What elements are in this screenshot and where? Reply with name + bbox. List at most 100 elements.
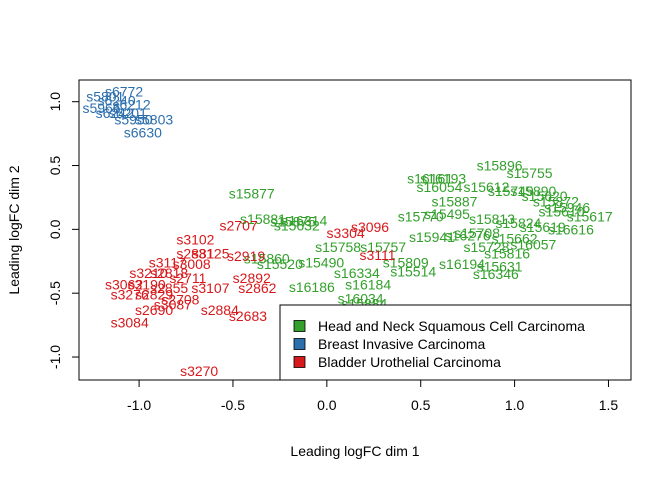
- data-point-label: s5966: [82, 100, 120, 116]
- data-point-label: s3102: [176, 232, 214, 248]
- data-point-label: s3111: [359, 247, 395, 263]
- series-1: s15877s15881s15875s16314s15632s15860s155…: [229, 158, 613, 312]
- data-point-label: s3190: [128, 276, 166, 292]
- data-point-label: s3107: [191, 280, 229, 296]
- data-point-label: s16034: [338, 290, 384, 306]
- y-axis: -1.0 -0.5 0.0 0.5 1.0: [47, 92, 80, 369]
- data-point-label: s3276: [111, 286, 149, 302]
- data-point-label: s15514: [390, 263, 436, 279]
- data-point-label: s16334: [334, 265, 380, 281]
- x-tick-label: 0.0: [317, 397, 337, 413]
- y-tick-label: -1.0: [47, 345, 63, 369]
- x-tick-label: 0.5: [411, 397, 431, 413]
- data-point-label: s2862: [238, 280, 276, 296]
- data-point-label: s3084: [111, 315, 149, 331]
- data-point-label: s15887: [432, 193, 478, 209]
- data-point-label: s6772: [105, 83, 143, 99]
- x-tick-label: 1.0: [505, 397, 525, 413]
- legend-box: [279, 304, 632, 381]
- data-point-label: s16346: [473, 266, 519, 282]
- data-point-label: s15860: [244, 251, 290, 267]
- legend-swatch: [293, 338, 306, 350]
- data-point-label: s3210: [129, 265, 167, 281]
- data-point-label: s15755: [507, 165, 553, 181]
- data-point-label: s15881: [240, 211, 286, 227]
- data-point-label: s15662: [492, 230, 538, 246]
- data-point-label: s16186: [289, 279, 335, 295]
- data-point-label: s6201: [109, 105, 147, 121]
- data-point-label: s15632: [274, 218, 320, 234]
- legend-swatch: [293, 356, 306, 368]
- data-point-label: s15824: [495, 215, 541, 231]
- legend-label: Head and Neck Squamous Cell Carcinoma: [318, 318, 585, 334]
- data-point-label: s16161: [407, 170, 453, 186]
- data-point-label: s15612: [463, 179, 509, 195]
- data-point-label: s3008: [173, 256, 211, 272]
- data-point-label: s15809: [383, 255, 429, 271]
- legend-label: Breast Invasive Carcinoma: [318, 336, 486, 352]
- data-point-label: s15728: [463, 239, 509, 255]
- x-tick-label: 1.5: [599, 397, 619, 413]
- x-axis-label: Leading logFC dim 1: [290, 443, 419, 459]
- data-point-label: s2892: [233, 270, 271, 286]
- x-tick-label: -1.0: [127, 397, 151, 413]
- data-point-label: s15749: [488, 183, 534, 199]
- data-point-label: s3125: [191, 246, 229, 262]
- data-point-label: s15758: [315, 239, 361, 255]
- data-point-label: s16193: [420, 170, 466, 186]
- data-point-label: s15610: [539, 203, 585, 219]
- data-point-label: s3270: [180, 363, 218, 379]
- data-point-label: s3096: [351, 219, 389, 235]
- data-point-label: s15770: [398, 209, 444, 225]
- x-axis: -1.0 -0.5 0.0 0.5 1.0 1.5: [127, 379, 619, 413]
- y-axis-label: Leading logFC dim 2: [6, 165, 22, 294]
- data-point-label: s2707: [220, 218, 258, 234]
- data-point-label: s3062: [105, 276, 143, 292]
- data-point-label: s2818: [150, 265, 188, 281]
- data-point-label: s15490: [298, 255, 344, 271]
- data-point-label: s15520: [257, 256, 303, 272]
- data-point-label: s3304: [327, 225, 365, 241]
- y-tick-label: 0.5: [47, 156, 63, 176]
- data-point-label: s2881: [176, 246, 214, 262]
- data-point-label: s6630: [124, 124, 162, 140]
- data-point-label: s16184: [345, 276, 391, 292]
- data-point-label: s5801: [86, 89, 124, 105]
- data-point-label: s15813: [469, 211, 515, 227]
- x-tick-label: -0.5: [221, 397, 245, 413]
- data-point-label: s15875: [270, 214, 316, 230]
- data-point-label: s15890: [510, 183, 556, 199]
- data-point-label: s6242: [96, 105, 134, 121]
- data-point-label: s15941: [409, 229, 455, 245]
- data-point-label: s2829: [135, 286, 173, 302]
- data-point-label: s15631: [477, 258, 523, 274]
- data-point-label: s2884: [201, 302, 239, 318]
- data-point-label: s2690: [135, 302, 173, 318]
- data-point-label: s15896: [477, 158, 523, 174]
- data-point-label: s16054: [417, 179, 463, 195]
- data-point-label: s2919: [227, 248, 265, 264]
- legend: Head and Neck Squamous Cell Carcinoma Bre…: [279, 304, 632, 381]
- data-point-label: s2708: [161, 292, 199, 308]
- data-point-label: s15620: [522, 188, 568, 204]
- data-point-label: s5950: [114, 112, 152, 128]
- data-point-label: s3087: [154, 297, 192, 313]
- data-point-label: s15619: [520, 219, 566, 235]
- legend-label: Bladder Urothelial Carcinoma: [318, 354, 501, 370]
- data-point-label: s15946: [544, 200, 590, 216]
- data-point-label: s15617: [567, 209, 613, 225]
- data-point-label: s2683: [229, 308, 267, 324]
- data-point-label: s6240: [97, 92, 135, 108]
- legend-swatch: [293, 320, 306, 332]
- data-point-label: s2711: [169, 270, 206, 286]
- data-point-label: s15816: [484, 246, 530, 262]
- data-point-label: s15495: [424, 206, 470, 222]
- data-point-label: s15757: [360, 239, 406, 255]
- y-tick-label: -0.5: [47, 281, 63, 305]
- y-tick-label: 0.0: [47, 219, 63, 239]
- series-2: s6772s5801s6240s6212s5966s6242s6201s5950…: [82, 83, 173, 140]
- data-point-label: s6212: [112, 96, 150, 112]
- data-point-label: s16276: [445, 228, 491, 244]
